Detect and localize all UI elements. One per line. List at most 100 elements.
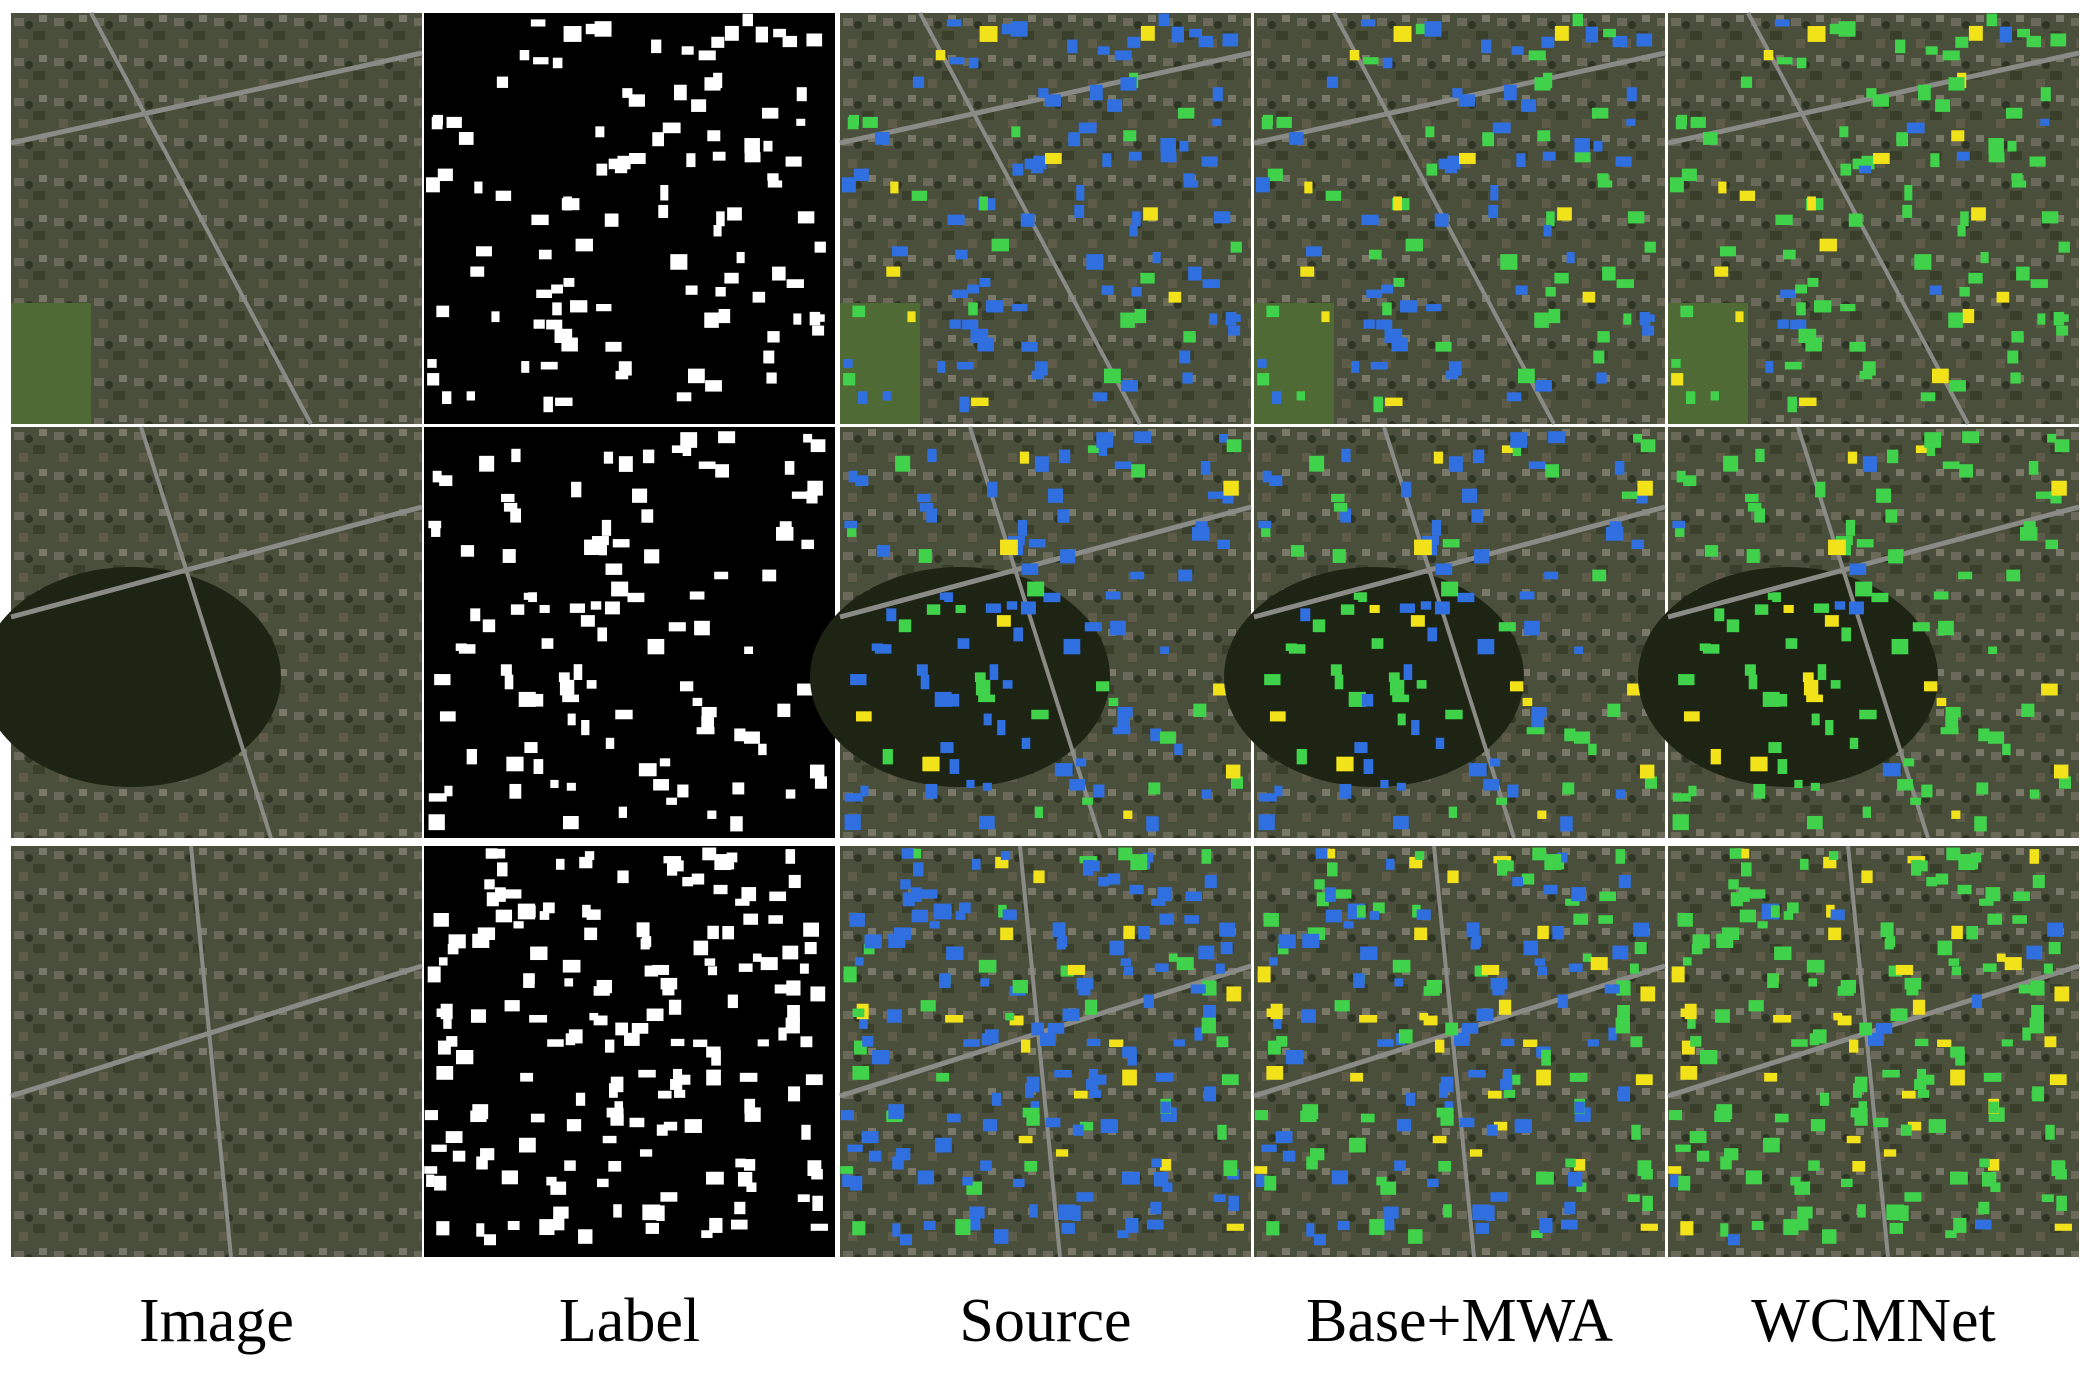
building xyxy=(504,674,514,690)
building xyxy=(1791,1039,1808,1047)
image-tile xyxy=(839,12,1252,425)
building xyxy=(1517,368,1535,384)
building xyxy=(1823,856,1837,869)
building xyxy=(1416,680,1427,689)
building xyxy=(1394,1160,1406,1171)
building xyxy=(1883,1149,1897,1157)
tile-background xyxy=(840,846,1251,1257)
building xyxy=(443,1015,452,1029)
building xyxy=(428,814,445,831)
building xyxy=(1194,1027,1203,1041)
building xyxy=(666,859,678,876)
building xyxy=(1557,207,1572,221)
building xyxy=(546,319,563,330)
building xyxy=(718,431,736,444)
building xyxy=(772,266,786,281)
building xyxy=(847,521,857,537)
building xyxy=(707,130,721,142)
building xyxy=(1606,526,1624,541)
building xyxy=(1371,638,1384,649)
building xyxy=(810,1223,828,1231)
building xyxy=(1988,138,2004,154)
building xyxy=(2020,526,2038,541)
building xyxy=(1012,163,1024,176)
building xyxy=(1510,1074,1521,1085)
building xyxy=(1002,909,1017,920)
building xyxy=(1481,39,1492,54)
building xyxy=(707,966,718,976)
building xyxy=(807,480,823,496)
building xyxy=(1061,1222,1076,1234)
building xyxy=(2028,460,2039,475)
building xyxy=(876,545,891,557)
building xyxy=(701,706,717,718)
building xyxy=(563,26,582,42)
building xyxy=(1012,979,1028,994)
building xyxy=(1454,1032,1470,1046)
building xyxy=(458,644,476,654)
building xyxy=(1951,810,1961,819)
building xyxy=(793,313,802,325)
building xyxy=(1274,785,1283,797)
building xyxy=(901,848,914,859)
building xyxy=(533,319,545,329)
building xyxy=(628,94,645,107)
building xyxy=(2011,173,2023,181)
building xyxy=(613,1204,622,1218)
building xyxy=(1688,785,1697,797)
building xyxy=(1690,116,1706,128)
building xyxy=(2026,35,2042,48)
building xyxy=(1574,138,1590,154)
building xyxy=(1426,163,1438,176)
building xyxy=(769,891,787,902)
building xyxy=(1468,763,1487,777)
building xyxy=(920,674,930,690)
building xyxy=(1938,620,1954,636)
building xyxy=(809,764,825,779)
building xyxy=(1360,1113,1375,1123)
building xyxy=(711,36,725,48)
building xyxy=(874,644,892,654)
field xyxy=(11,303,91,424)
building xyxy=(432,470,442,483)
building xyxy=(1923,681,1938,692)
building xyxy=(1031,1022,1045,1036)
building xyxy=(582,904,591,918)
building xyxy=(1261,116,1273,130)
building xyxy=(1503,84,1517,101)
building xyxy=(1775,214,1793,226)
building xyxy=(812,314,825,322)
column-label: Image xyxy=(139,1287,294,1355)
building xyxy=(1266,1065,1284,1080)
building xyxy=(1615,789,1626,799)
building xyxy=(1057,509,1070,523)
building xyxy=(1300,266,1315,277)
building xyxy=(1275,1131,1293,1144)
building xyxy=(1971,994,1982,1009)
building xyxy=(1411,719,1420,736)
building xyxy=(436,305,450,318)
building xyxy=(2053,764,2069,779)
building xyxy=(1999,26,2013,43)
building xyxy=(1000,927,1014,941)
building xyxy=(452,1150,466,1162)
building xyxy=(1230,776,1244,789)
building xyxy=(1412,904,1421,918)
building xyxy=(1598,915,1613,924)
building xyxy=(1217,1124,1227,1140)
building xyxy=(1054,1069,1072,1078)
building xyxy=(1671,966,1685,983)
building xyxy=(501,1170,518,1185)
building xyxy=(559,679,575,696)
building xyxy=(1702,644,1720,654)
building xyxy=(1512,446,1522,457)
building xyxy=(510,604,525,615)
building xyxy=(978,959,997,973)
building xyxy=(956,361,974,370)
building xyxy=(1490,184,1499,201)
building xyxy=(2021,703,2035,717)
building xyxy=(974,672,986,683)
building xyxy=(1668,1166,1682,1174)
building xyxy=(858,391,868,405)
building xyxy=(1198,35,1214,48)
